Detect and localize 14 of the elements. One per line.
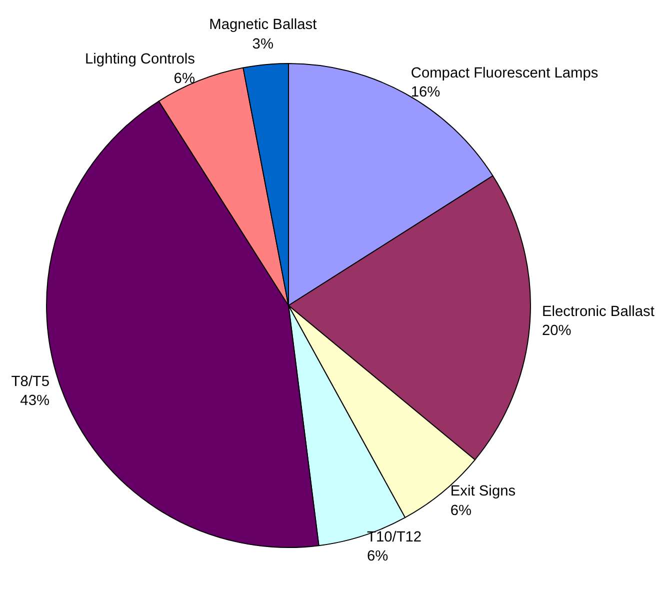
- slice-label: T8/T5: [11, 374, 50, 390]
- data-label: 20%: [542, 323, 572, 340]
- slice-label: Compact Fluorescent Lamps: [410, 65, 598, 82]
- data-label: 16%: [410, 84, 440, 101]
- data-label: 3%: [252, 36, 274, 52]
- data-label: 43%: [20, 393, 50, 410]
- slice-label: T10/T12: [366, 529, 422, 546]
- slice-label: Electronic Ballast: [542, 304, 654, 320]
- slice-label: Lighting Controls: [85, 52, 196, 68]
- slice-label: Magnetic Ballast: [209, 17, 317, 34]
- data-label: 6%: [450, 502, 472, 519]
- slice-label: Exit Signs: [450, 484, 516, 500]
- data-label: 6%: [174, 70, 195, 87]
- data-label: 6%: [366, 548, 388, 565]
